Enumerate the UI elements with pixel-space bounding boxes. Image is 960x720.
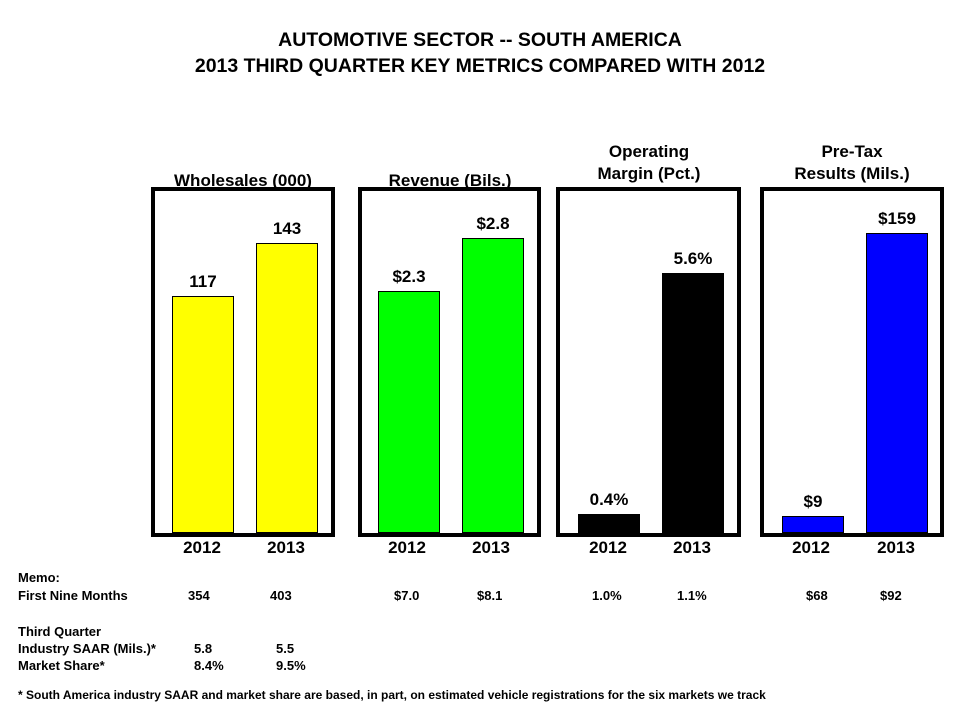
fnm-wholesales-2012: 354 <box>188 588 210 603</box>
wholesales-chart-frame: 117 143 <box>151 187 335 537</box>
pretax-year-2013: 2013 <box>877 538 915 557</box>
margin-value-label-2013: 5.6% <box>673 249 713 268</box>
margin-bar-2012 <box>578 514 640 533</box>
saar-2012: 5.8 <box>194 641 213 656</box>
wholesales-value-label-2013: 143 <box>272 219 302 238</box>
title-line-2: 2013 THIRD QUARTER KEY METRICS COMPARED … <box>194 55 766 77</box>
revenue-chart-frame: $2.3 $2.8 <box>358 187 541 537</box>
wholesales-bar-2013 <box>256 243 318 533</box>
revenue-value-label-2012: $2.3 <box>392 267 426 286</box>
pretax-bar-2012 <box>782 516 844 533</box>
margin-title-line-2: Margin (Pct.) <box>597 164 701 183</box>
pretax-title-line-1: Pre-Tax <box>821 142 883 161</box>
market-share-2012: 8.4% <box>194 658 224 673</box>
market-share-label: Market Share* <box>18 658 105 673</box>
wholesales-year-2012: 2012 <box>183 538 221 557</box>
pretax-value-label-2012: $9 <box>803 492 823 511</box>
margin-title-line-1: Operating <box>608 142 690 161</box>
first-nine-months-label: First Nine Months <box>18 588 128 603</box>
third-quarter-heading: Third Quarter <box>18 624 102 639</box>
memo-heading: Memo: <box>18 570 60 585</box>
revenue-value-label-2013: $2.8 <box>476 214 510 233</box>
wholesales-year-2013: 2013 <box>267 538 305 557</box>
pretax-chart-frame: $9 $159 <box>760 187 944 537</box>
revenue-year-2012: 2012 <box>388 538 426 557</box>
saar-2013: 5.5 <box>276 641 295 656</box>
margin-year-2012: 2012 <box>589 538 627 557</box>
revenue-title: Revenue (Bils.) <box>388 171 512 190</box>
margin-chart-frame: 0.4% 5.6% <box>556 187 741 537</box>
title-line-1: AUTOMOTIVE SECTOR -- SOUTH AMERICA <box>278 29 682 51</box>
revenue-bar-2012 <box>378 291 440 533</box>
margin-value-label-2012: 0.4% <box>589 490 629 509</box>
wholesales-title: Wholesales (000) <box>174 171 312 190</box>
pretax-title-line-2: Results (Mils.) <box>794 164 910 183</box>
fnm-margin-2012: 1.0% <box>592 588 622 603</box>
pretax-value-label-2013: $159 <box>878 209 916 228</box>
footnote: * South America industry SAAR and market… <box>18 688 766 702</box>
revenue-bar-2013 <box>462 238 524 533</box>
fnm-revenue-2013: $8.1 <box>477 588 503 603</box>
pretax-year-2012: 2012 <box>792 538 830 557</box>
fnm-pretax-2012: $68 <box>806 588 828 603</box>
fnm-pretax-2013: $92 <box>880 588 902 603</box>
margin-bar-2013 <box>662 273 724 533</box>
wholesales-value-label-2012: 117 <box>189 272 217 291</box>
revenue-year-2013: 2013 <box>472 538 510 557</box>
market-share-2013: 9.5% <box>276 658 306 673</box>
fnm-wholesales-2013: 403 <box>270 588 292 603</box>
saar-label: Industry SAAR (Mils.)* <box>18 641 156 656</box>
pretax-bar-2013 <box>866 233 928 533</box>
wholesales-bar-2012 <box>172 296 234 533</box>
fnm-margin-2013: 1.1% <box>677 588 707 603</box>
margin-year-2013: 2013 <box>673 538 711 557</box>
fnm-revenue-2012: $7.0 <box>394 588 420 603</box>
